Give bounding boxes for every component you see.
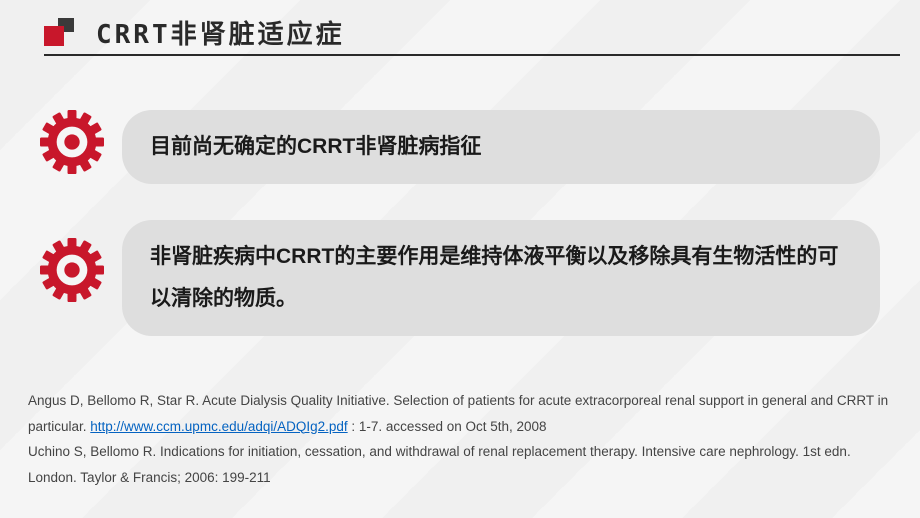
bullet-row: 非肾脏疾病中CRRT的主要作用是维持体液平衡以及移除具有生物活性的可以清除的物质… xyxy=(40,220,880,336)
reference-text: : 1-7. accessed on Oct 5th, 2008 xyxy=(348,419,547,434)
references-block: Angus D, Bellomo R, Star R. Acute Dialys… xyxy=(28,388,900,491)
bullet-text: 非肾脏疾病中CRRT的主要作用是维持体液平衡以及移除具有生物活性的可以清除的物质… xyxy=(150,236,852,320)
title-decor-icon xyxy=(44,18,80,48)
bullet-pill: 目前尚无确定的CRRT非肾脏病指征 xyxy=(122,110,880,184)
bullet-text: 目前尚无确定的CRRT非肾脏病指征 xyxy=(150,126,852,168)
reference-link[interactable]: http://www.ccm.upmc.edu/adqi/ADQIg2.pdf xyxy=(90,419,347,434)
bullet-pill: 非肾脏疾病中CRRT的主要作用是维持体液平衡以及移除具有生物活性的可以清除的物质… xyxy=(122,220,880,336)
gear-icon xyxy=(40,110,104,174)
reference-line: Angus D, Bellomo R, Star R. Acute Dialys… xyxy=(28,388,900,439)
bullet-row: 目前尚无确定的CRRT非肾脏病指征 xyxy=(40,110,880,184)
reference-line: Uchino S, Bellomo R. Indications for ini… xyxy=(28,439,900,490)
gear-icon xyxy=(40,238,104,302)
title-divider xyxy=(44,54,900,56)
slide-title-bar: CRRT非肾脏适应症 xyxy=(44,14,900,51)
slide-title: CRRT非肾脏适应症 xyxy=(96,14,345,51)
